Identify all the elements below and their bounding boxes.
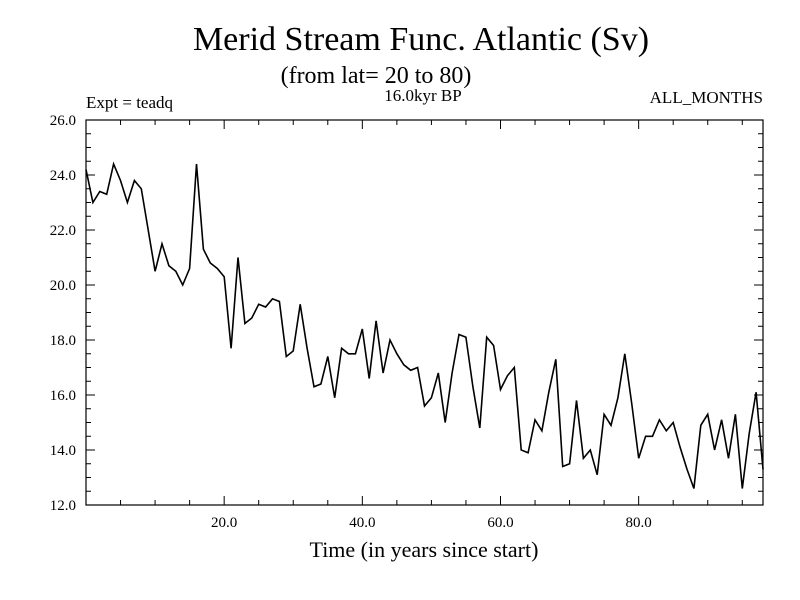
y-tick-label: 14.0: [50, 443, 76, 459]
y-tick-label: 26.0: [50, 113, 76, 129]
y-tick-label: 18.0: [50, 333, 76, 349]
header-left-label: Expt = teadq: [86, 93, 174, 112]
chart-subtitle: (from lat= 20 to 80): [281, 63, 472, 89]
y-tick-label: 12.0: [50, 498, 76, 514]
x-tick-label: 20.0: [211, 515, 237, 531]
x-tick-label: 40.0: [349, 515, 375, 531]
chart-title: Merid Stream Func. Atlantic (Sv): [193, 21, 649, 58]
axis-ticks: [86, 120, 763, 505]
y-tick-label: 22.0: [50, 223, 76, 239]
x-tick-label: 80.0: [626, 515, 652, 531]
y-tick-label: 24.0: [50, 168, 76, 184]
series-line: [85, 161, 764, 489]
axis-tick-labels: 20.0 40.0 60.0 80.0 12.0 14.0 16.0 18.0 20.0 22.0…: [50, 113, 652, 531]
header-center-label: 16.0kyr BP: [384, 86, 461, 105]
header-right-label: ALL_MONTHS: [650, 88, 763, 107]
y-tick-label: 20.0: [50, 278, 76, 294]
plot-frame: [85, 119, 764, 506]
y-tick-label: 16.0: [50, 388, 76, 404]
x-axis-label: Time (in years since start): [310, 537, 539, 562]
x-tick-label: 60.0: [487, 515, 513, 531]
